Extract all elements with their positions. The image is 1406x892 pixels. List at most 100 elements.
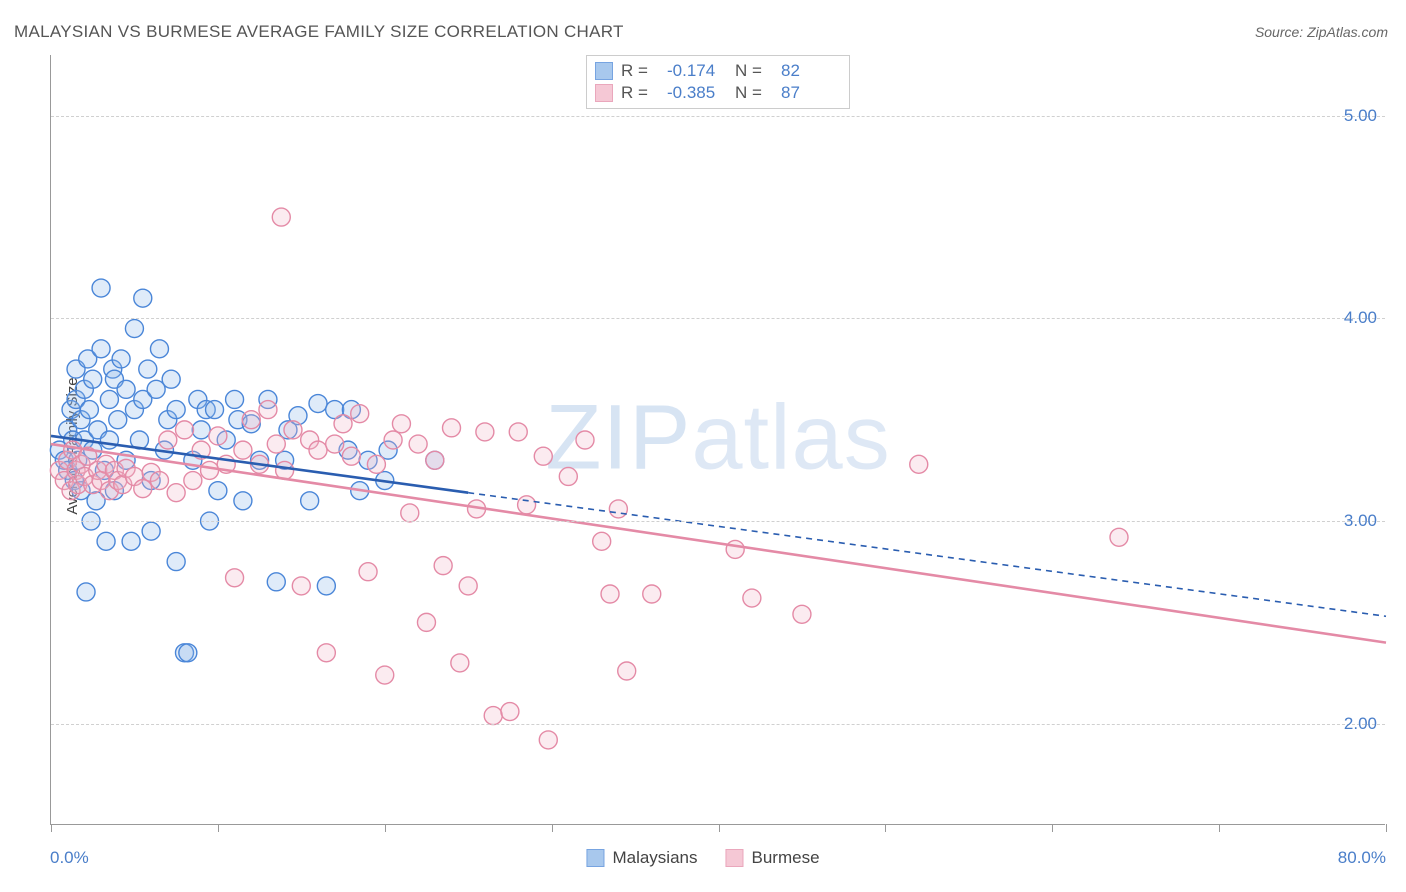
n-label: N = [735,83,773,103]
scatter-point [134,480,152,498]
r-value-malaysians: -0.174 [667,61,727,81]
scatter-point [484,707,502,725]
scatter-point [139,360,157,378]
scatter-point [167,484,185,502]
chart-title: MALAYSIAN VS BURMESE AVERAGE FAMILY SIZE… [14,22,624,42]
scatter-point [326,435,344,453]
trend-line [51,444,1386,643]
scatter-point [150,472,168,490]
scatter-point [459,577,477,595]
scatter-point [367,455,385,473]
scatter-point [509,423,527,441]
y-tick-label: 2.00 [1344,714,1377,734]
scatter-point [259,401,277,419]
scatter-point [112,350,130,368]
legend-label-malaysians: Malaysians [612,848,697,868]
scatter-point [267,435,285,453]
scatter-point [593,532,611,550]
scatter-point [434,557,452,575]
scatter-point [417,613,435,631]
scatter-point [443,419,461,437]
legend-stats: R = -0.174 N = 82 R = -0.385 N = 87 [586,55,850,109]
scatter-point [501,703,519,721]
scatter-point [234,492,252,510]
scatter-point [743,589,761,607]
scatter-point [167,553,185,571]
scatter-point [284,421,302,439]
scatter-point [192,421,210,439]
scatter-point [100,431,118,449]
scatter-point [125,320,143,338]
scatter-point [301,492,319,510]
legend-stats-row-malaysians: R = -0.174 N = 82 [595,60,841,82]
scatter-point [209,427,227,445]
scatter-point [267,573,285,591]
r-value-burmese: -0.385 [667,83,727,103]
scatter-point [643,585,661,603]
scatter-point [100,390,118,408]
scatter-point [793,605,811,623]
legend-item-malaysians: Malaysians [586,848,697,868]
scatter-point [534,447,552,465]
scatter-point [226,390,244,408]
scatter-point [292,577,310,595]
scatter-point [234,441,252,459]
scatter-point [1110,528,1128,546]
swatch-malaysians [586,849,604,867]
swatch-burmese [595,84,613,102]
scatter-point [317,644,335,662]
scatter-point [109,411,127,429]
scatter-point [601,585,619,603]
swatch-burmese [726,849,744,867]
source-prefix: Source: [1255,24,1307,40]
scatter-point [317,577,335,595]
scatter-point [77,583,95,601]
scatter-point [272,208,290,226]
legend-label-burmese: Burmese [752,848,820,868]
scatter-point [476,423,494,441]
y-tick-label: 4.00 [1344,308,1377,328]
x-max-label: 80.0% [1338,848,1386,868]
scatter-point [384,431,402,449]
scatter-point [167,401,185,419]
scatter-point [539,731,557,749]
scatter-point [351,405,369,423]
scatter-point [309,395,327,413]
scatter-point [342,447,360,465]
scatter-point [309,441,327,459]
scatter-point [618,662,636,680]
swatch-malaysians [595,62,613,80]
scatter-point [334,415,352,433]
scatter-point [409,435,427,453]
n-value-malaysians: 82 [781,61,841,81]
source-label: Source: ZipAtlas.com [1255,24,1388,40]
scatter-point [176,421,194,439]
legend-item-burmese: Burmese [726,848,820,868]
scatter-point [451,654,469,672]
scatter-point [609,500,627,518]
scatter-point [426,451,444,469]
legend-stats-row-burmese: R = -0.385 N = 87 [595,82,841,104]
r-label: R = [621,83,659,103]
scatter-point [150,340,168,358]
x-min-label: 0.0% [50,848,89,868]
scatter-point [401,504,419,522]
scatter-point [97,532,115,550]
scatter-point [134,289,152,307]
scatter-point [122,532,140,550]
scatter-point [392,415,410,433]
scatter-point [92,340,110,358]
scatter-point [184,472,202,490]
scatter-point [206,401,224,419]
y-tick-label: 5.00 [1344,106,1377,126]
source-name: ZipAtlas.com [1307,24,1388,40]
chart-svg [51,55,1385,824]
scatter-point [226,569,244,587]
scatter-point [359,563,377,581]
scatter-point [179,644,197,662]
scatter-point [80,401,98,419]
scatter-point [142,522,160,540]
scatter-point [726,540,744,558]
scatter-point [84,370,102,388]
scatter-point [201,461,219,479]
